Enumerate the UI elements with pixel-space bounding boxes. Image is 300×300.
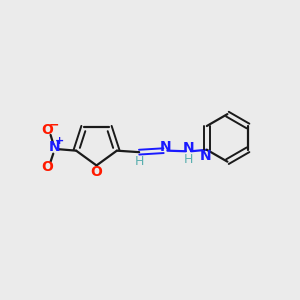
Text: N: N (160, 140, 171, 154)
Text: H: H (134, 154, 144, 168)
Text: +: + (55, 136, 64, 146)
Text: O: O (41, 160, 53, 174)
Text: N: N (200, 149, 211, 163)
Text: O: O (41, 124, 53, 137)
Text: O: O (91, 165, 102, 179)
Text: N: N (49, 140, 61, 154)
Text: H: H (184, 153, 194, 166)
Text: N: N (183, 141, 195, 155)
Text: −: − (48, 119, 59, 132)
